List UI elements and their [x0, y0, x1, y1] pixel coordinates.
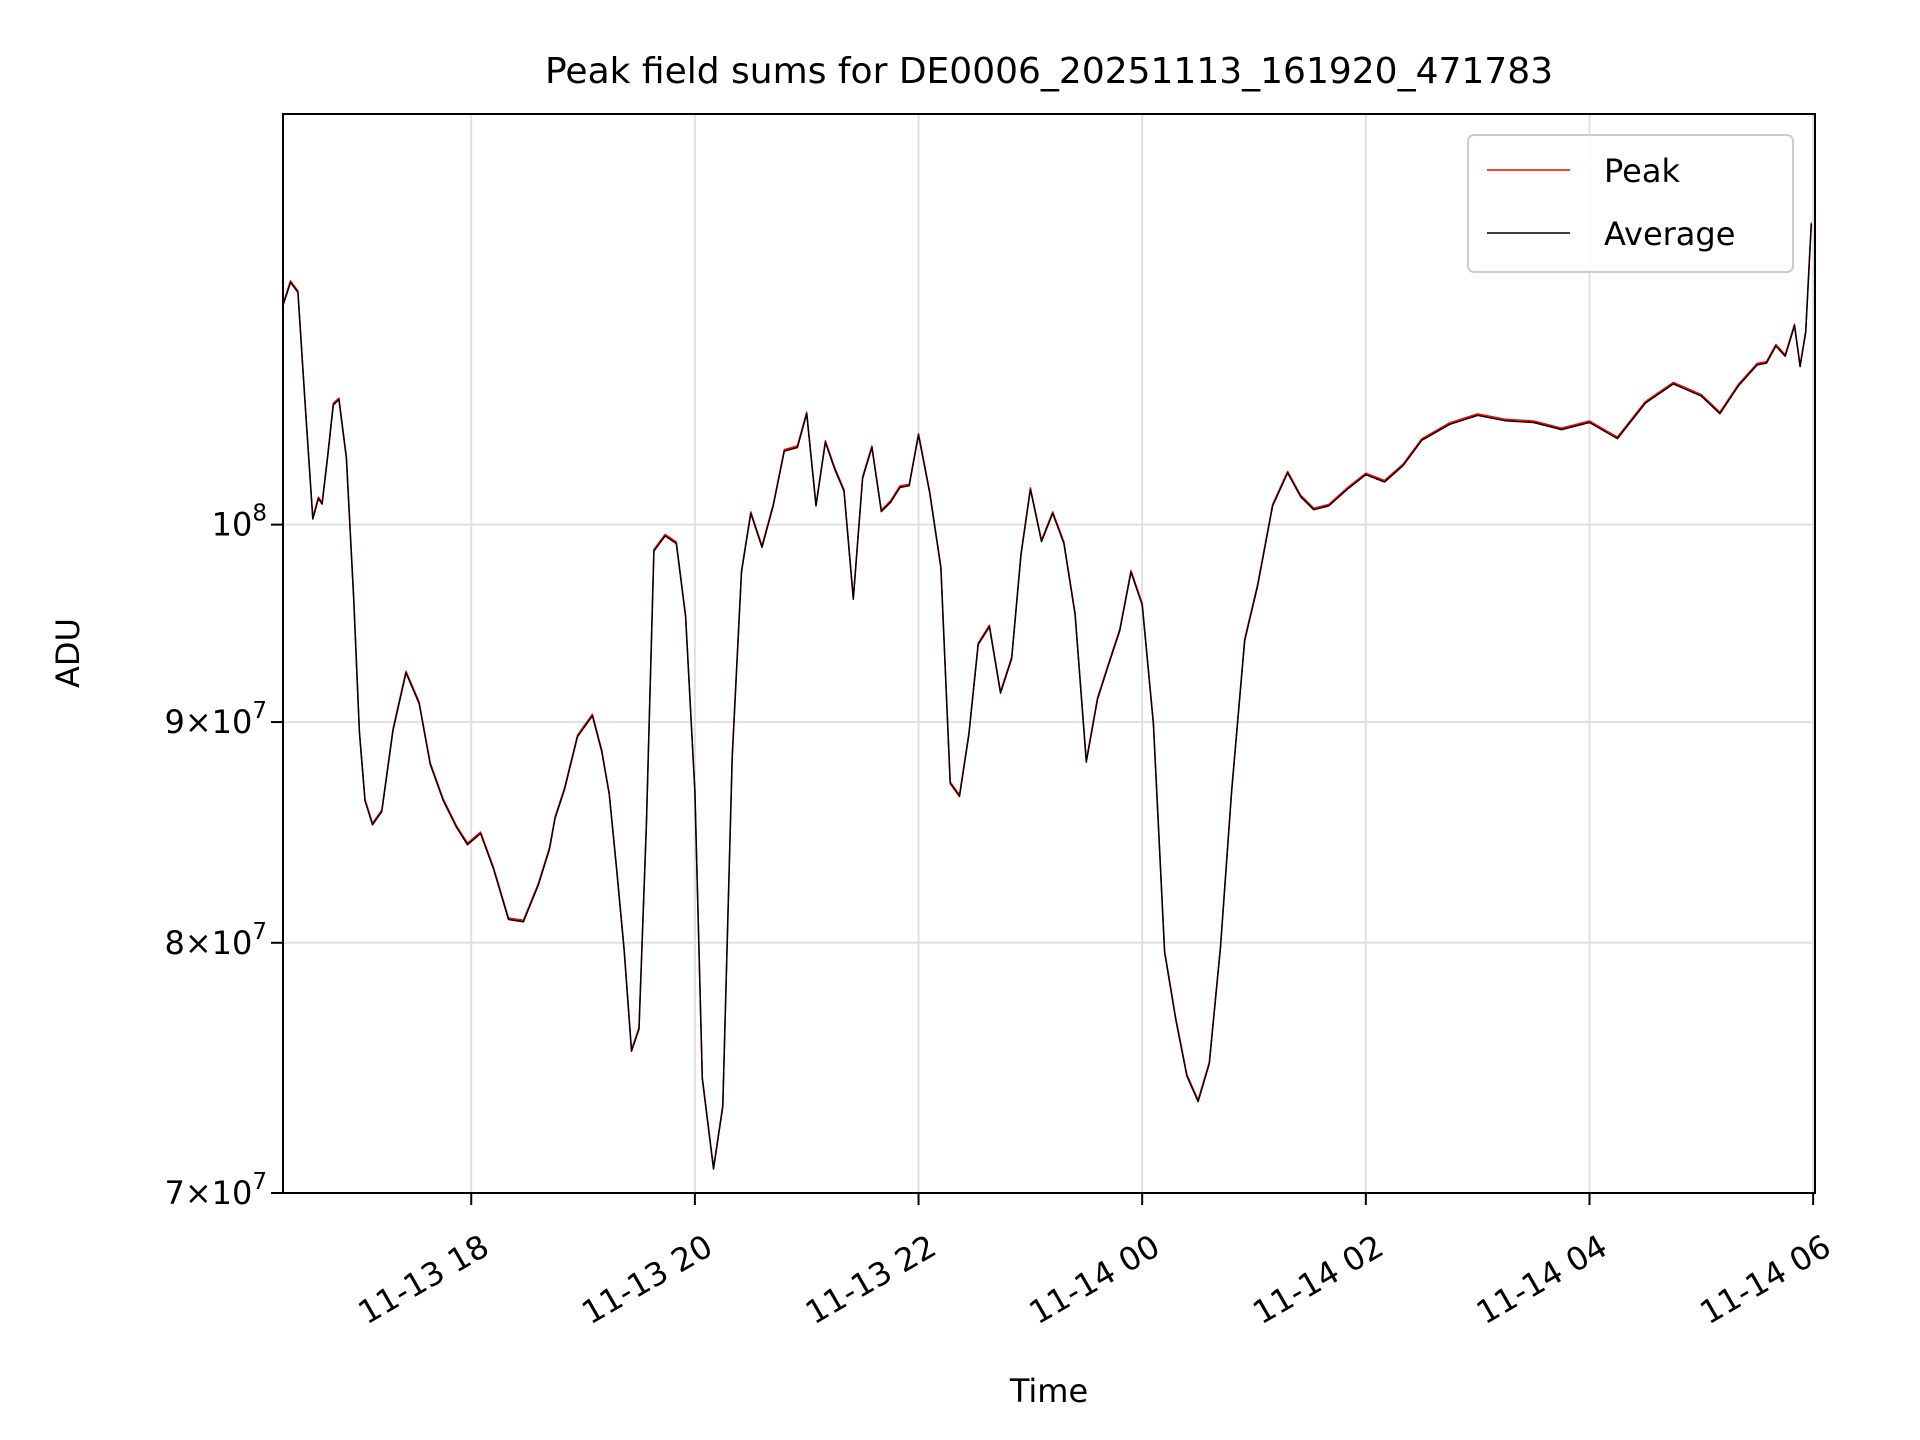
- y-tick-label: 9×107: [164, 698, 267, 741]
- x-axis-label: Time: [1009, 1372, 1088, 1410]
- series-line-average: [282, 223, 1813, 1170]
- legend: Peak Average: [1467, 134, 1794, 273]
- legend-label-average: Average: [1604, 215, 1735, 253]
- chart-title: Peak field sums for DE0006_20251113_1619…: [545, 51, 1553, 92]
- y-axis-label: ADU: [49, 618, 87, 688]
- plot-frame: [282, 113, 1816, 1194]
- legend-label-peak: Peak: [1604, 152, 1680, 190]
- plot-lines: [282, 222, 1813, 1170]
- y-tick-label: 8×107: [164, 919, 267, 962]
- y-tick-label: 7×107: [164, 1169, 267, 1212]
- series-line-peak: [282, 222, 1813, 1169]
